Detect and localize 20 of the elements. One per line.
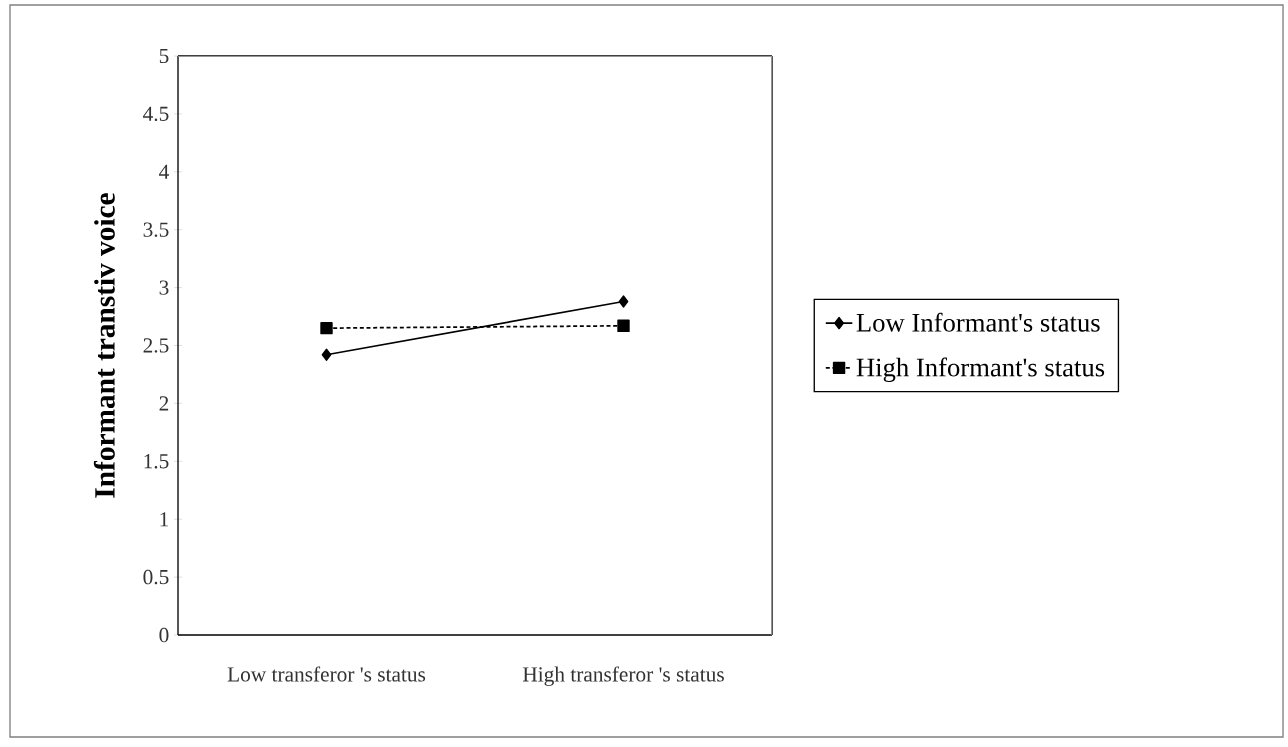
y-tick-label: 3.5 [143,222,169,237]
point [320,321,333,335]
x-tick-label: Low transferor 's status [227,666,426,682]
point [617,319,630,333]
y-tick-label: 3 [159,280,169,295]
y-tick-label: 0.5 [143,569,169,585]
point [321,348,332,361]
y-tick-label: 1 [160,512,169,527]
y-tick-label: 2 [159,396,169,411]
y-tick-label: 5 [159,48,169,64]
point [618,295,629,308]
y-tick-label: 4 [159,164,169,179]
legend-label: High Informant's status [856,357,1105,383]
y-tick-label: 1.5 [144,454,169,469]
y-tick-label: 4.5 [143,106,169,122]
y-tick-label: 0 [159,627,169,643]
y-tick-label: 2.5 [143,338,169,353]
x-tick-label: High transferor 's status [522,666,724,686]
legend-label: Low Informant's status [856,312,1100,332]
y-axis-title: Informant transtiv voice [93,193,115,498]
